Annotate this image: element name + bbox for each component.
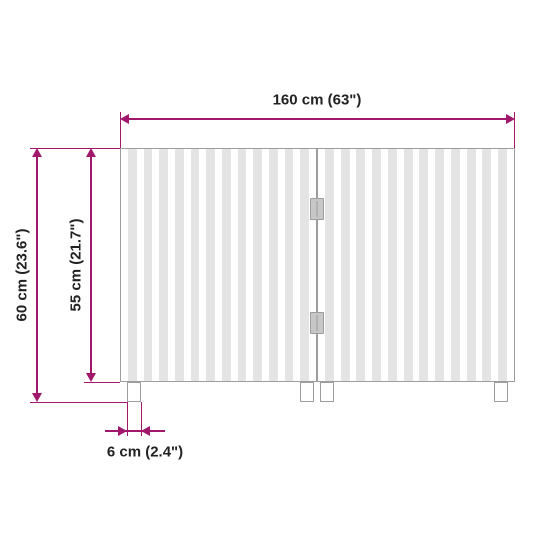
hinge-bottom — [310, 312, 324, 334]
label-height55: 55 cm (21.7") — [68, 219, 85, 312]
arrow-foot-in-left — [118, 426, 127, 436]
dim-h55-line — [90, 151, 92, 379]
panel-right — [317, 148, 515, 382]
foot-2 — [300, 382, 314, 402]
ext-h60-bot — [30, 402, 127, 403]
ext-h55-bot — [84, 382, 120, 383]
foot-3 — [320, 382, 334, 402]
arrow-width-left — [120, 114, 129, 124]
dim-foot-line — [105, 430, 165, 432]
label-height60: 60 cm (23.6") — [14, 229, 31, 322]
arrow-h60-up — [32, 148, 42, 157]
arrow-width-right — [506, 114, 515, 124]
arrow-foot-in-right — [141, 426, 150, 436]
ext-h60-top — [30, 148, 120, 149]
arrow-h60-down — [32, 393, 42, 402]
foot-4 — [494, 382, 508, 402]
arrow-h55-up — [86, 148, 96, 157]
dimension-diagram: 160 cm (63") 60 cm (23.6") 55 cm (21.7")… — [0, 0, 550, 550]
foot-1 — [127, 382, 141, 402]
panel-left — [120, 148, 317, 382]
arrow-h55-down — [86, 373, 96, 382]
dim-h60-line — [36, 151, 38, 399]
label-foot: 6 cm (2.4") — [107, 444, 183, 461]
dim-width-line — [123, 118, 511, 120]
hinge-top — [310, 198, 324, 220]
label-width: 160 cm (63") — [273, 92, 362, 109]
